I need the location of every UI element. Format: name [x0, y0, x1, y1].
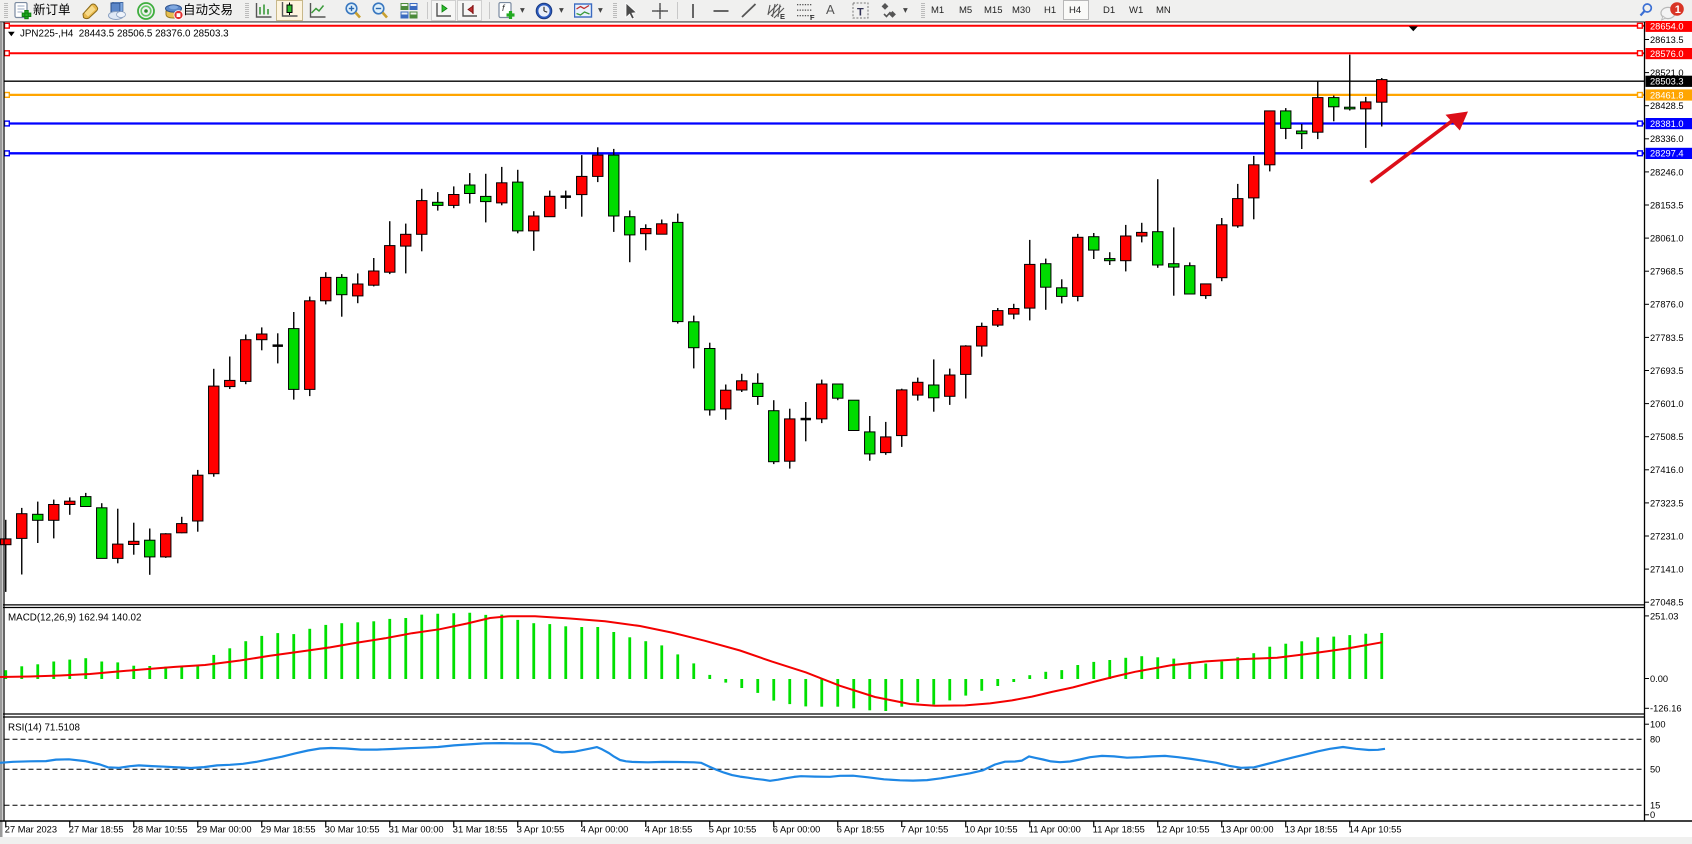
- svg-text:28503.3: 28503.3: [1650, 77, 1684, 87]
- svg-text:27601.0: 27601.0: [1650, 399, 1684, 409]
- svg-text:28336.0: 28336.0: [1650, 134, 1684, 144]
- svg-text:27783.5: 27783.5: [1650, 333, 1684, 343]
- svg-text:28461.8: 28461.8: [1650, 90, 1684, 100]
- svg-text:11 Apr 00:00: 11 Apr 00:00: [1029, 825, 1081, 835]
- svg-text:12 Apr 10:55: 12 Apr 10:55: [1157, 825, 1210, 835]
- svg-text:80: 80: [1650, 735, 1660, 745]
- svg-text:7 Apr 10:55: 7 Apr 10:55: [901, 825, 949, 835]
- svg-text:50: 50: [1650, 765, 1660, 775]
- svg-text:28654.0: 28654.0: [1650, 22, 1684, 32]
- svg-text:251.03: 251.03: [1650, 611, 1678, 621]
- svg-text:F: F: [810, 13, 815, 21]
- svg-text:1: 1: [1675, 4, 1681, 16]
- svg-text:15: 15: [1650, 801, 1660, 811]
- svg-text:RSI(14) 71.5108: RSI(14) 71.5108: [8, 722, 80, 733]
- svg-text:6 Apr 00:00: 6 Apr 00:00: [773, 825, 821, 835]
- svg-text:28576.0: 28576.0: [1650, 49, 1684, 59]
- svg-text:3 Apr 10:55: 3 Apr 10:55: [517, 825, 565, 835]
- svg-text:JPN225-,H4 28443.5 28506.5 28: JPN225-,H4 28443.5 28506.5 28376.0 28503…: [20, 29, 229, 40]
- svg-text:27876.0: 27876.0: [1650, 300, 1684, 310]
- svg-text:27416.0: 27416.0: [1650, 465, 1684, 475]
- svg-text:f: f: [502, 3, 506, 13]
- svg-text:4 Apr 00:00: 4 Apr 00:00: [581, 825, 629, 835]
- svg-text:MACD(12,26,9) 162.94 140.02: MACD(12,26,9) 162.94 140.02: [8, 612, 141, 623]
- svg-text:13 Apr 18:55: 13 Apr 18:55: [1285, 825, 1338, 835]
- svg-text:4 Apr 18:55: 4 Apr 18:55: [645, 825, 693, 835]
- svg-text:27508.5: 27508.5: [1650, 432, 1684, 442]
- svg-text:27968.5: 27968.5: [1650, 267, 1684, 277]
- svg-text:28246.0: 28246.0: [1650, 167, 1684, 177]
- svg-text:100: 100: [1650, 720, 1666, 730]
- svg-text:13 Apr 00:00: 13 Apr 00:00: [1221, 825, 1274, 835]
- svg-text:27231.0: 27231.0: [1650, 531, 1684, 541]
- svg-text:27048.5: 27048.5: [1650, 598, 1684, 608]
- svg-text:10 Apr 10:55: 10 Apr 10:55: [965, 825, 1018, 835]
- svg-text:28381.0: 28381.0: [1650, 119, 1684, 129]
- svg-text:27323.5: 27323.5: [1650, 498, 1684, 508]
- svg-text:28613.5: 28613.5: [1650, 35, 1684, 45]
- svg-text:29 Mar 18:55: 29 Mar 18:55: [261, 825, 316, 835]
- svg-text:11 Apr 18:55: 11 Apr 18:55: [1093, 825, 1145, 835]
- svg-text:-126.16: -126.16: [1650, 704, 1682, 714]
- svg-text:27693.5: 27693.5: [1650, 366, 1684, 376]
- svg-text:31 Mar 00:00: 31 Mar 00:00: [389, 825, 444, 835]
- svg-text:28 Mar 10:55: 28 Mar 10:55: [133, 825, 188, 835]
- svg-text:27 Mar 18:55: 27 Mar 18:55: [69, 825, 124, 835]
- svg-text:28428.5: 28428.5: [1650, 101, 1684, 111]
- svg-text:6 Apr 18:55: 6 Apr 18:55: [837, 825, 885, 835]
- svg-text:30 Mar 10:55: 30 Mar 10:55: [325, 825, 380, 835]
- svg-text:E: E: [780, 12, 785, 21]
- svg-text:0.00: 0.00: [1650, 674, 1668, 684]
- svg-text:14 Apr 10:55: 14 Apr 10:55: [1349, 825, 1402, 835]
- svg-text:27141.0: 27141.0: [1650, 565, 1684, 575]
- svg-text:T: T: [857, 7, 864, 19]
- svg-text:29 Mar 00:00: 29 Mar 00:00: [197, 825, 252, 835]
- svg-text:27 Mar 2023: 27 Mar 2023: [5, 825, 57, 835]
- svg-text:28297.4: 28297.4: [1650, 149, 1684, 159]
- svg-text:28521.0: 28521.0: [1650, 68, 1684, 78]
- svg-text:5 Apr 10:55: 5 Apr 10:55: [709, 825, 757, 835]
- svg-text:0: 0: [1650, 810, 1655, 820]
- svg-text:28061.0: 28061.0: [1650, 234, 1684, 244]
- svg-text:28153.5: 28153.5: [1650, 200, 1684, 210]
- svg-text:31 Mar 18:55: 31 Mar 18:55: [453, 825, 508, 835]
